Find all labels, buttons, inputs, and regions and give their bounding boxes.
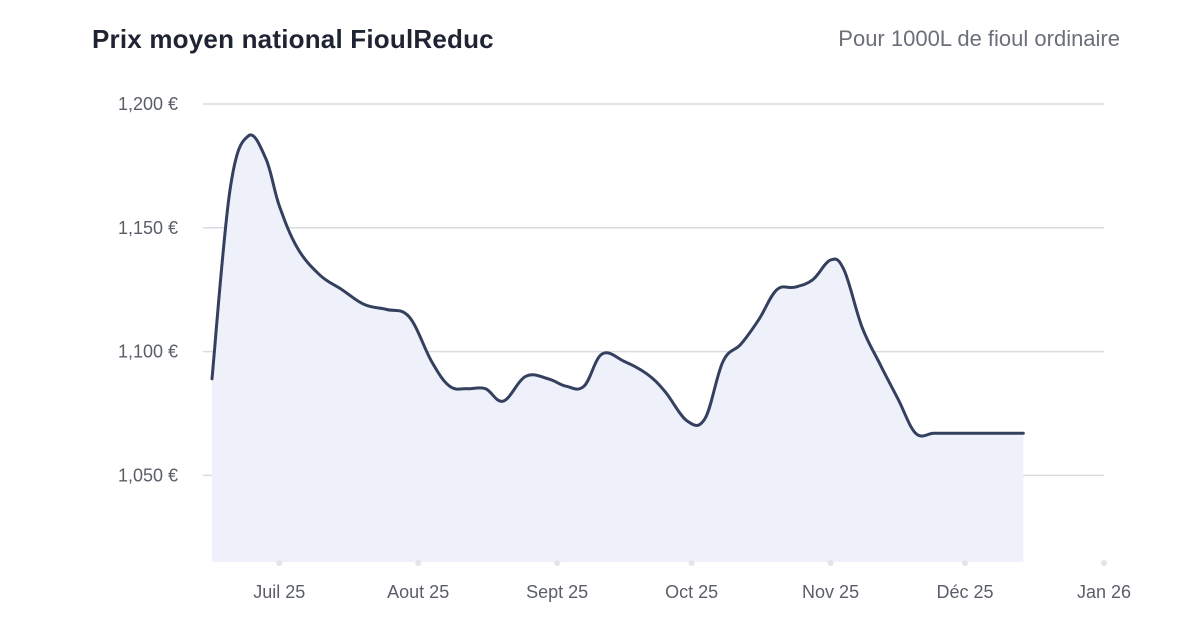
x-tick-label: Déc 25 [937, 582, 994, 602]
chart-subtitle: Pour 1000L de fioul ordinaire [838, 26, 1120, 51]
series-area [212, 134, 1024, 563]
x-tick-mark [276, 560, 283, 566]
x-tick-mark [688, 560, 695, 566]
y-tick-label: 1,050 € [118, 465, 178, 485]
x-tick-label: Aout 25 [387, 582, 449, 602]
x-tick-label: Jan 26 [1077, 582, 1131, 602]
x-tick-mark [1101, 560, 1107, 566]
y-axis: 1,200 € 1,150 € 1,100 € 1,050 € [118, 94, 178, 485]
chart-title: Prix moyen national FioulReduc [92, 24, 494, 54]
y-tick-label: 1,150 € [118, 218, 178, 238]
x-tick-mark [962, 560, 969, 566]
line-layer [210, 133, 1025, 438]
x-tick-label: Oct 25 [665, 582, 718, 602]
x-tick-label: Nov 25 [802, 582, 859, 602]
y-tick-label: 1,100 € [118, 342, 178, 362]
x-tick-mark [415, 560, 422, 566]
series-line [210, 133, 1025, 438]
area-layer [212, 134, 1024, 563]
x-tick-label: Sept 25 [526, 582, 588, 602]
x-tick-label: Juil 25 [253, 582, 305, 602]
y-tick-label: 1,200 € [118, 94, 178, 114]
x-tick-mark [827, 560, 834, 566]
x-axis: Juil 25 Aout 25 Sept 25 Oct 25 Nov 25 Déc 25 J… [253, 560, 1131, 602]
x-tick-mark [554, 560, 561, 566]
